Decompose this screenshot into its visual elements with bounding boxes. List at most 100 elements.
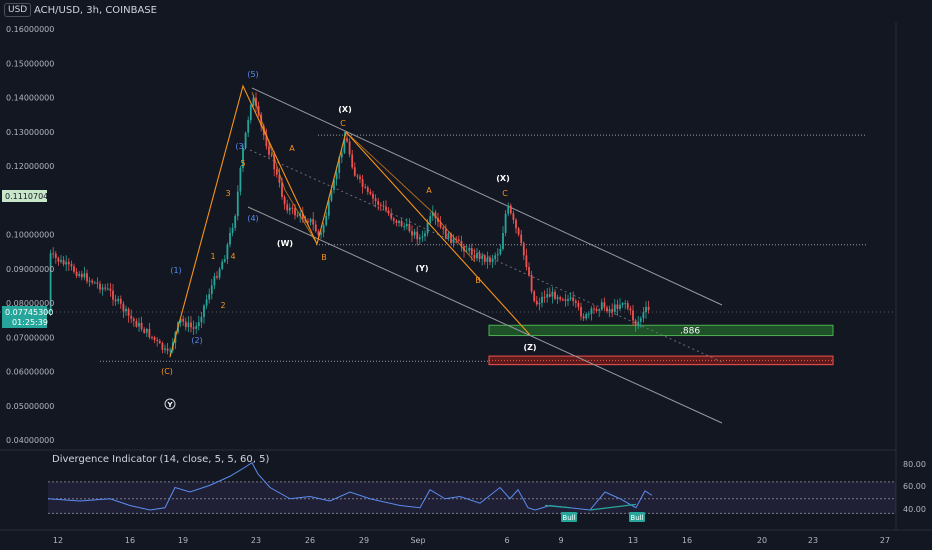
candle-body: [624, 303, 627, 305]
candle-body: [169, 350, 172, 352]
wave-label-orange: B: [321, 253, 327, 262]
candle-body: [307, 221, 309, 223]
candle-body: [143, 329, 146, 333]
price-tick: 0.10000000: [6, 231, 54, 240]
wave-label-orange: (C): [161, 367, 173, 376]
candle-body: [138, 322, 140, 327]
candle-body: [140, 322, 143, 330]
candle-body: [236, 191, 239, 217]
candle-body: [156, 340, 159, 342]
candle-body: [296, 215, 299, 217]
chart-header: USD ACH/USD, 3h, COINBASE: [0, 0, 932, 22]
candle-body: [590, 308, 593, 314]
candle-body: [286, 204, 289, 211]
indicator-title: Divergence Indicator (14, close, 5, 5, 6…: [52, 454, 270, 465]
candle-body: [413, 231, 416, 236]
candle-body: [437, 218, 439, 223]
candle-body: [231, 227, 234, 233]
candle-body: [327, 200, 330, 216]
candle-body: [309, 219, 312, 223]
candle-body: [54, 253, 57, 259]
candle-body: [377, 201, 380, 205]
candle-body: [242, 148, 244, 168]
candle-body: [455, 238, 458, 240]
wave-label-orange: 1: [210, 252, 215, 261]
candle-body: [554, 291, 556, 299]
wave-label-orange: 2: [220, 301, 225, 310]
time-tick: 16: [682, 536, 692, 545]
candle-body: [80, 273, 83, 278]
candle-body: [634, 320, 637, 326]
wave-label-white: (Z): [523, 343, 536, 352]
candle-body: [551, 291, 554, 297]
candle-body: [330, 189, 333, 201]
candle-body: [387, 210, 390, 214]
candle-body: [283, 196, 286, 205]
candle-body: [57, 258, 60, 262]
wave-label-orange: A: [289, 144, 295, 153]
candle-body: [572, 297, 575, 301]
price-tick: 0.09000000: [6, 265, 54, 274]
candle-body: [546, 294, 549, 298]
candle-body: [478, 253, 481, 259]
candle-body: [288, 207, 291, 211]
candle-body: [424, 233, 426, 237]
candle-body: [538, 302, 541, 305]
candle-body: [221, 261, 224, 270]
candle-body: [647, 306, 650, 311]
candle-body: [535, 300, 538, 305]
candle-body: [73, 266, 75, 272]
candle-body: [268, 146, 270, 155]
candle-body: [382, 205, 385, 207]
candle-body: [197, 322, 200, 327]
candle-body: [93, 282, 96, 284]
wave-label-blue: (2): [191, 336, 202, 345]
candle-body: [223, 259, 226, 262]
candle-body: [569, 297, 572, 299]
candle-body: [281, 182, 283, 197]
wave-label-orange: C: [502, 189, 508, 198]
candle-body: [153, 337, 156, 341]
price-tick: 0.15000000: [6, 59, 54, 68]
osc-tick: 40.00: [903, 505, 926, 514]
candle-body: [275, 169, 278, 175]
bull-badge-bg: [629, 512, 645, 522]
candle-body: [470, 248, 473, 255]
candle-body: [216, 276, 218, 278]
candle-body: [374, 198, 377, 202]
candle-body: [114, 299, 117, 302]
candle-body: [517, 228, 520, 235]
last-price: 0.07745300: [5, 308, 53, 317]
candle-body: [249, 105, 252, 121]
candle-body: [257, 106, 260, 115]
candle-body: [533, 291, 536, 301]
candle-body: [608, 309, 611, 312]
wave-label-white: (Y): [415, 264, 428, 273]
candle-body: [491, 259, 494, 263]
wave-label-blue: (4): [247, 214, 258, 223]
candle-body: [489, 257, 491, 263]
candle-body: [457, 239, 460, 241]
price-tick: 0.12000000: [6, 162, 54, 171]
candle-body: [75, 271, 78, 276]
time-tick: 9: [558, 536, 563, 545]
candle-body: [405, 224, 408, 227]
candle-body: [158, 340, 161, 343]
candle-body: [434, 212, 437, 219]
candle-body: [190, 322, 192, 328]
candle-body: [273, 155, 276, 170]
candle-body: [229, 232, 231, 245]
candle-body: [541, 296, 543, 303]
currency-badge[interactable]: USD: [4, 3, 32, 17]
channel-mid: [249, 149, 723, 363]
candle-body: [252, 97, 255, 106]
candle-body: [364, 186, 367, 188]
price-tick: 0.07000000: [6, 333, 54, 342]
candle-body: [390, 213, 393, 219]
candle-body: [161, 342, 164, 350]
candle-body: [145, 328, 148, 333]
candle-body: [564, 299, 567, 301]
candle-body: [395, 220, 398, 223]
candle-body: [361, 179, 364, 187]
